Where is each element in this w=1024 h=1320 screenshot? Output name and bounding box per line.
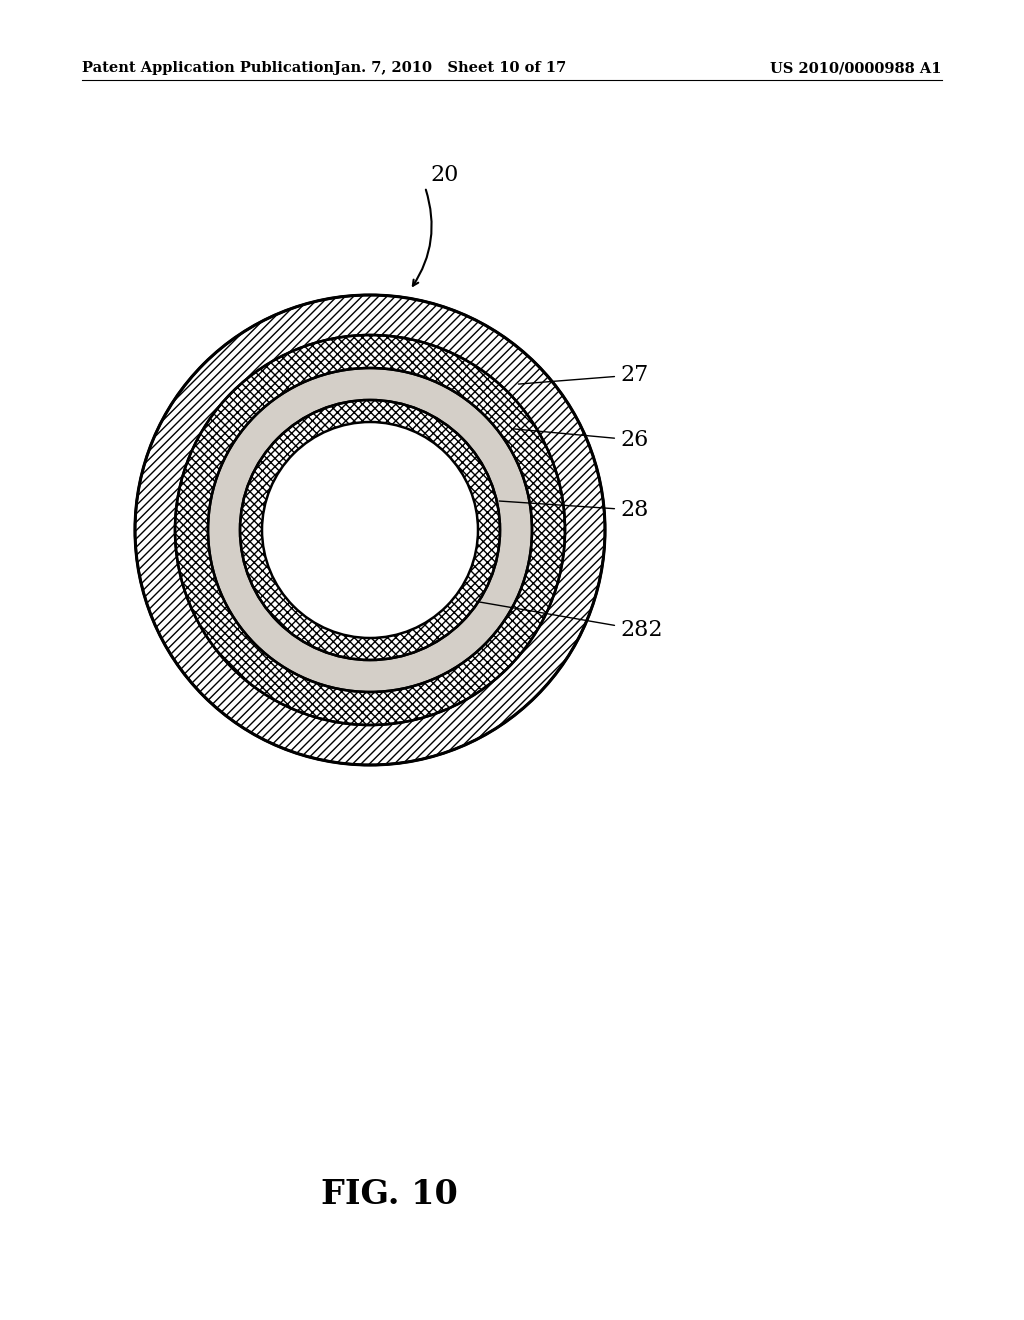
Text: 20: 20 [430, 164, 459, 186]
Circle shape [135, 294, 605, 766]
Circle shape [240, 400, 500, 660]
Text: 27: 27 [518, 364, 648, 385]
Circle shape [208, 368, 532, 692]
Text: FIG. 10: FIG. 10 [321, 1179, 458, 1212]
Text: US 2010/0000988 A1: US 2010/0000988 A1 [770, 61, 942, 75]
Text: 26: 26 [513, 429, 648, 451]
Text: 282: 282 [479, 602, 663, 642]
Circle shape [175, 335, 565, 725]
Text: 28: 28 [499, 499, 648, 521]
Text: Patent Application Publication: Patent Application Publication [82, 61, 334, 75]
Circle shape [262, 422, 478, 638]
Circle shape [262, 422, 478, 638]
Circle shape [208, 368, 532, 692]
Circle shape [175, 335, 565, 725]
Text: Jan. 7, 2010   Sheet 10 of 17: Jan. 7, 2010 Sheet 10 of 17 [334, 61, 566, 75]
Circle shape [240, 400, 500, 660]
